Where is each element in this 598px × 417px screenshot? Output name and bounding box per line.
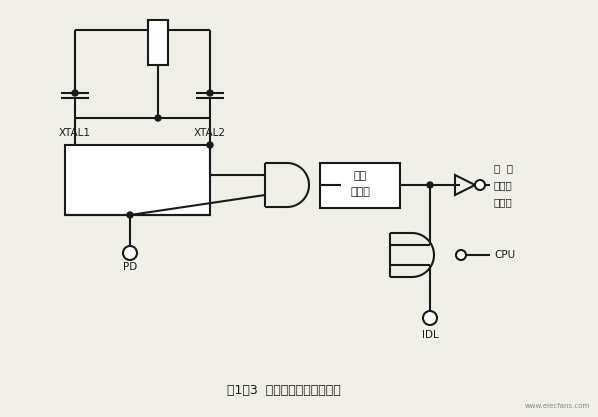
Text: 串行口: 串行口 [494,180,512,190]
Bar [148,20,168,65]
Text: CPU: CPU [494,250,515,260]
Circle shape [475,180,485,190]
Circle shape [331,180,341,190]
Text: 图1－3  待机和掉电的硬件结构: 图1－3 待机和掉电的硬件结构 [227,384,341,397]
Text: 中  断: 中 断 [494,163,513,173]
Text: www.elecfans.com: www.elecfans.com [525,403,590,409]
Circle shape [155,115,161,121]
Circle shape [127,212,133,218]
Circle shape [456,250,466,260]
Circle shape [123,246,137,260]
Circle shape [207,142,213,148]
Text: IDL: IDL [422,330,438,340]
Text: 发生器: 发生器 [350,187,370,197]
Circle shape [423,311,437,325]
Circle shape [207,90,213,96]
Circle shape [427,182,433,188]
Bar [320,163,400,208]
Text: PD: PD [123,262,137,272]
Text: XTAL1: XTAL1 [59,128,91,138]
Circle shape [72,90,78,96]
Text: 时钟: 时钟 [353,171,367,181]
Text: XTAL2: XTAL2 [194,128,226,138]
Text: 定时器: 定时器 [494,197,512,207]
Bar [65,145,210,215]
